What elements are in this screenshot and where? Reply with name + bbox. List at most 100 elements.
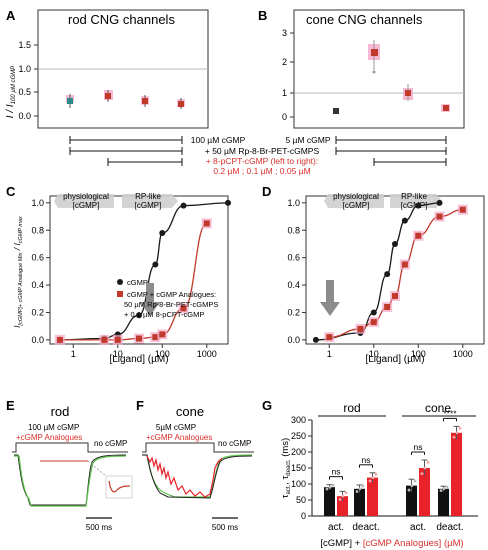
panel-g-ylabel: τact., τdeact. (ms) — [280, 438, 292, 498]
d-point-cgmp — [370, 309, 377, 316]
panel-d-yticks: 0.0 0.2 0.4 0.6 0.8 1.0 — [287, 198, 306, 345]
g-data-dot — [331, 484, 335, 487]
d-point-analogue — [370, 319, 377, 326]
panel-c-physiological-label: physiological — [63, 192, 109, 201]
c-point-cgmp — [159, 230, 166, 236]
g-data-dot — [426, 461, 430, 464]
panel-e: E rod 100 µM cGMP +cGMP Analogues no cGM… — [6, 398, 133, 532]
panel-c-xlabel: [Ligand] (µM) — [109, 354, 168, 365]
panel-a-points — [66, 90, 185, 109]
d-ytick-label: 1.0 — [287, 198, 300, 208]
panel-b: B cone CNG channels 0 1 2 3 — [258, 8, 465, 166]
panel-e-inset-trace — [108, 480, 131, 493]
panel-c-physiological-label-2: [cGMP] — [73, 201, 100, 210]
c-point-analogue — [159, 331, 166, 338]
g-data-dot — [407, 488, 411, 492]
panel-a-ylabel: I / I100 µM cGMP — [5, 66, 17, 118]
g-data-dot — [341, 494, 345, 498]
panel-b-point-1 — [333, 108, 339, 114]
panel-c-ylabel: I[cGMP]+ cGMP Analogue Mix / IcGMP max — [12, 216, 24, 328]
panel-c: C physiological [cGMP] RP-like [cGMP] 0.… — [6, 184, 231, 365]
d-ytick-label: 0.6 — [287, 253, 300, 263]
panel-b-points — [333, 40, 450, 114]
panel-c-letter: C — [6, 184, 16, 199]
panel-f-trace-black — [142, 454, 253, 499]
panel-e-cgmp-label: 100 µM cGMP — [28, 423, 79, 432]
panel-f-trace-red — [146, 455, 223, 498]
g-significance-label: ns — [332, 467, 341, 477]
panel-e-letter: E — [6, 398, 15, 413]
g-ytick-label: 50 — [296, 495, 306, 505]
panel-d-physiological-arrow — [324, 194, 384, 208]
legend-analogues-2: 50 µM Rp-8-Br-PET-cGMPS — [124, 300, 218, 309]
panel-d-physiological-label-2: [cGMP] — [343, 201, 370, 210]
c-ytick-label: 1.0 — [31, 198, 44, 208]
d-point-analogue — [459, 206, 466, 213]
g-ytick-label: 150 — [291, 463, 306, 473]
g-data-dot — [371, 476, 375, 479]
d-point-cgmp — [401, 217, 408, 224]
panel-c-physiological-arrow — [54, 194, 114, 208]
d-point-analogue — [436, 213, 443, 220]
d-xtick-label: 1 — [327, 349, 332, 359]
panel-g-bars: ns act. ns deact. ns act. **** deact. — [324, 408, 464, 533]
panel-a-point-1 — [66, 94, 74, 108]
c-point-analogue — [180, 305, 187, 312]
g-bar — [451, 432, 462, 516]
panel-c-yticks: 0.0 0.2 0.4 0.6 0.8 1.0 — [31, 198, 50, 345]
g-significance-label: ns — [362, 455, 371, 465]
g-data-dot — [423, 466, 427, 470]
g-bar — [324, 487, 335, 516]
g-significance-label: **** — [443, 408, 457, 418]
c-point-analogue — [114, 336, 121, 343]
g-data-dot — [358, 487, 362, 491]
g-bar — [367, 477, 378, 516]
g-data-dot — [442, 487, 446, 491]
panel-b-title: cone CNG channels — [306, 12, 423, 27]
panel-c-series — [54, 199, 231, 345]
panel-d-rplike-label: RP-like — [401, 192, 427, 201]
g-data-dot — [328, 485, 332, 489]
panel-d-down-arrow — [320, 280, 340, 316]
g-data-dot — [374, 472, 378, 476]
g-data-dot — [455, 431, 459, 435]
panel-b-point-3 — [403, 84, 413, 101]
panel-f-analogue-label: +cGMP Analogues — [146, 433, 212, 442]
c-point-cgmp — [152, 261, 159, 268]
panel-b-frame — [293, 9, 465, 129]
panel-e-scale-label: 500 ms — [86, 523, 112, 532]
g-data-dot — [325, 487, 329, 491]
panel-g-rod-label: rod — [343, 401, 360, 415]
g-data-dot — [338, 498, 342, 501]
c-xtick-label: 1000 — [197, 349, 217, 359]
panel-b-condition-bars — [335, 136, 447, 166]
panel-d-xticks: 1 10 100 1000 — [327, 344, 473, 359]
g-data-dot — [368, 479, 372, 483]
panel-f-title: cone — [176, 404, 204, 419]
d-point-cgmp — [384, 271, 391, 278]
panel-c-rplike-label: RP-like — [135, 192, 161, 201]
d-point-analogue — [357, 325, 364, 332]
panel-a-point-3 — [141, 95, 149, 107]
d-series-line — [329, 209, 463, 338]
panel-b-yticks: 0 1 2 3 — [282, 28, 294, 122]
panel-a-condition-bars — [69, 136, 183, 166]
panel-a-ytick-label: 1.0 — [18, 64, 31, 74]
condition-label-concentrations: 0.2 µM ; 0.1 µM ; 0.05 µM — [213, 166, 310, 176]
d-point-cgmp — [415, 202, 422, 209]
g-category-label: act. — [328, 522, 344, 533]
panel-a-ytick-label: 0.5 — [18, 87, 31, 97]
condition-label-cgmp-cone: 5 µM cGMP — [285, 135, 330, 145]
d-ytick-label: 0.0 — [287, 335, 300, 345]
g-ytick-label: 300 — [291, 415, 306, 425]
g-bar — [438, 488, 449, 516]
g-data-dot — [361, 484, 365, 488]
g-data-dot — [445, 485, 449, 489]
d-xtick-label: 100 — [411, 349, 426, 359]
panel-b-ytick-label: 0 — [282, 112, 287, 122]
panel-f-letter: F — [136, 398, 144, 413]
panel-d-xlabel: [Ligand] (µM) — [365, 354, 424, 365]
panel-c-rplike-arrow — [122, 194, 178, 208]
g-ytick-label: 250 — [291, 431, 306, 441]
